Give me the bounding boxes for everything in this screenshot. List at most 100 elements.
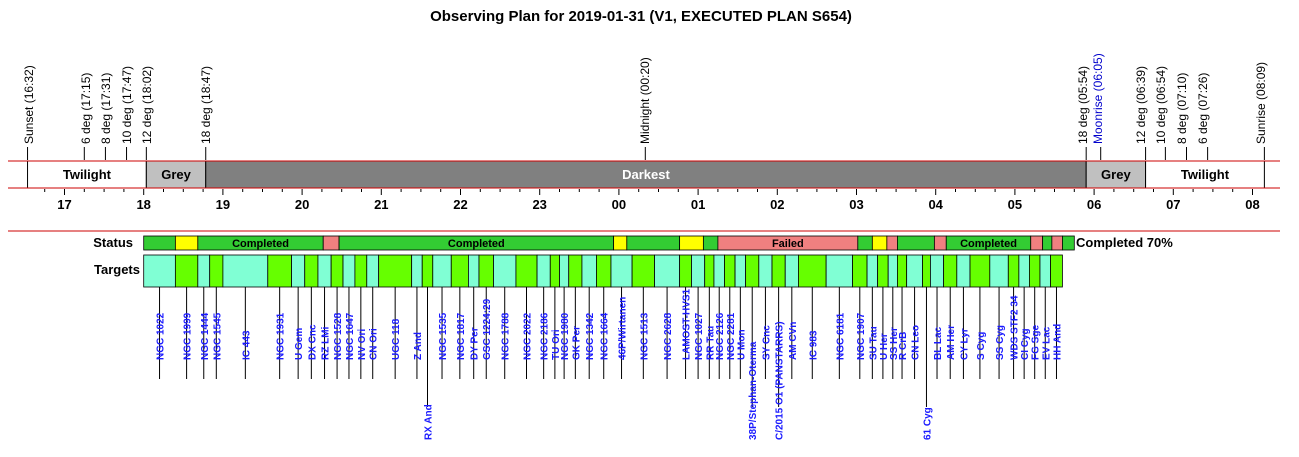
target-block-ngc-1931 xyxy=(267,254,292,288)
sky-bands: Twilight Grey Darkest Grey Twilight xyxy=(8,160,1280,189)
target-block-ngc-6181 xyxy=(825,254,853,288)
band-label-twilight-0: Twilight xyxy=(63,167,112,182)
target-block-fg-sge xyxy=(1029,254,1041,288)
target-label-dy-per: DY Per xyxy=(470,327,481,360)
target-label-ngc-2022: NGC 2022 xyxy=(523,312,534,360)
target-block-tu-ori xyxy=(549,254,560,288)
status-summary: Completed 70% xyxy=(1076,235,1173,250)
status-segment-yellow-7 xyxy=(679,235,704,251)
target-block-61-cyg xyxy=(922,254,931,288)
target-label-sy-cnc: SY Cnc xyxy=(761,325,772,360)
target-label-ngc-1342: NGC 1342 xyxy=(585,312,596,360)
target-block-ngc-1647 xyxy=(342,254,356,288)
target-label-s-cyg: S Cyg xyxy=(976,332,987,360)
target-block-c-2015-o1-panstarrs xyxy=(771,254,786,288)
target-block-s-cyg xyxy=(969,254,991,288)
event-label-18-deg-05-54: 18 deg (05:54) xyxy=(1076,66,1090,144)
status-label-15: Completed xyxy=(960,238,1017,250)
target-label-ngc-1907: NGC 1907 xyxy=(856,312,867,360)
band-label-darkest-2: Darkest xyxy=(622,167,670,182)
target-block-rr-tau xyxy=(704,254,715,288)
target-label-am-her: AM Her xyxy=(946,325,957,360)
target-label-ngc-6181: NGC 6181 xyxy=(835,312,846,360)
status-segment-failed-3 xyxy=(322,235,340,251)
status-label-4: Completed xyxy=(448,238,505,250)
target-label-ngc-1535: NGC 1535 xyxy=(438,312,449,360)
target-block-am-her xyxy=(943,254,958,288)
targets-row: NGC 1022 NGC 1999 NGC 1444 NGC 1545 IC 443 NG… xyxy=(143,254,1063,440)
target-block-ngc-2186 xyxy=(536,254,551,288)
tick-label-06: 06 xyxy=(1087,197,1101,212)
target-block-cy-lyr xyxy=(956,254,971,288)
target-label-nv-ori: NV Ori xyxy=(357,329,368,360)
target-label-ss-her: SS Her xyxy=(889,327,900,360)
event-label-10-deg-06-54: 10 deg (06:54) xyxy=(1154,66,1168,144)
target-block-rz-lmi xyxy=(317,254,332,288)
status-segment-failed-12 xyxy=(886,235,898,251)
target-label-hh-and: HH And xyxy=(1052,324,1063,360)
target-label-lamost-hvs1: LAMOST-HVS1 xyxy=(682,288,693,360)
tick-label-07: 07 xyxy=(1166,197,1180,212)
target-block-lamost-hvs1 xyxy=(679,254,692,288)
tick-label-01: 01 xyxy=(691,197,705,212)
target-label-ugc-118: UGC 118 xyxy=(391,318,402,360)
status-segment-completed-19 xyxy=(1062,235,1075,251)
target-label-c-2015-o1-panstarrs: C/2015 O1 (PANSTARRS) xyxy=(775,321,786,440)
target-block-ic-983 xyxy=(798,254,827,288)
target-label-ngc-1980: NGC 1980 xyxy=(560,312,571,360)
status-segment-completed-6 xyxy=(626,235,681,251)
targets-row-label: Targets xyxy=(94,262,140,277)
target-block-hh-and xyxy=(1050,254,1063,288)
target-label-ss-cyg: SS Cyg xyxy=(995,325,1006,360)
target-block-r-crb xyxy=(897,254,908,288)
target-label-ci-cyg: CI Cyg xyxy=(1020,328,1031,360)
target-block-dy-per xyxy=(468,254,480,288)
status-segment-completed-0 xyxy=(143,235,176,251)
target-block-ngc-1664 xyxy=(596,254,612,288)
target-label-cn-ori: CN Ori xyxy=(369,328,380,360)
target-block-u-her xyxy=(877,254,889,288)
target-block-cn-leo xyxy=(906,254,923,288)
target-block-gk-per xyxy=(568,254,583,288)
tick-label-08: 08 xyxy=(1245,197,1259,212)
target-label-46p-wirtanen: 46P/Wirtanen xyxy=(618,297,629,360)
target-label-ngc-1788: NGC 1788 xyxy=(501,312,512,360)
status-segment-completed-13 xyxy=(897,235,935,251)
status-segment-failed-18 xyxy=(1051,235,1063,251)
target-block-ev-lac xyxy=(1039,254,1051,288)
target-label-z-and: Z And xyxy=(413,332,424,360)
tick-label-18: 18 xyxy=(136,197,150,212)
target-label-ev-lac: EV Lac xyxy=(1041,326,1052,360)
target-block-wds-stf2-34 xyxy=(1007,254,1020,288)
target-label-dx-cnc: DX Cnc xyxy=(307,324,318,360)
event-markers: Sunset (16:32) 6 deg (17:15) 8 deg (17:31)… xyxy=(22,53,1268,160)
target-label-61-cyg: 61 Cyg xyxy=(922,407,933,440)
target-block-ngc-1535 xyxy=(432,254,452,288)
target-block-ngc-1513 xyxy=(631,254,655,288)
status-row-label: Status xyxy=(93,235,133,250)
target-label-ngc-1931: NGC 1931 xyxy=(276,312,287,360)
status-segment-completed-10 xyxy=(857,235,873,251)
event-label-18-deg-18-47: 18 deg (18:47) xyxy=(199,66,213,144)
event-label-8-deg-07-10: 8 deg (07:10) xyxy=(1175,73,1189,144)
tick-label-19: 19 xyxy=(216,197,230,212)
target-label-gsc-1224-29: GSC 1224:29 xyxy=(482,298,493,360)
target-block-ngc-1907 xyxy=(852,254,868,288)
target-label-gk-per: GK Per xyxy=(571,326,582,360)
tick-label-03: 03 xyxy=(849,197,863,212)
tick-label-17: 17 xyxy=(57,197,71,212)
target-block-nv-ori xyxy=(354,254,368,288)
target-label-am-cvn: AM CVn xyxy=(788,322,799,360)
event-label-sunset-16-32: Sunset (16:32) xyxy=(22,65,36,144)
target-block-ngc-2126 xyxy=(713,254,725,288)
target-block-gsc-1224-29 xyxy=(478,254,494,288)
target-label-ngc-1664: NGC 1664 xyxy=(600,312,611,360)
target-label-u-mon: U Mon xyxy=(736,329,747,360)
target-block-ss-her xyxy=(887,254,898,288)
target-label-ngc-2628: NGC 2628 xyxy=(663,312,674,360)
band-label-grey-3: Grey xyxy=(1101,167,1131,182)
target-label-u-gem: U Gem xyxy=(294,328,305,360)
chart-title: Observing Plan for 2019-01-31 (V1, EXECU… xyxy=(430,8,852,25)
target-block-su-tau xyxy=(866,254,879,288)
